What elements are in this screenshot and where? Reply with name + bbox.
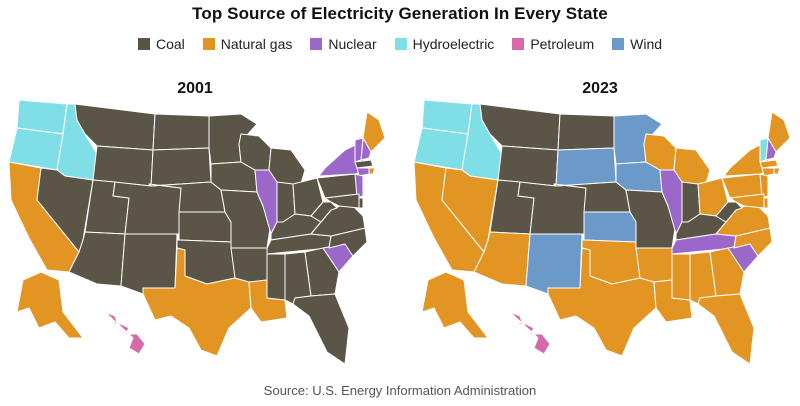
state-nm-2023: [525, 233, 583, 295]
state-ma-2001: [354, 159, 374, 169]
source-note: Source: U.S. Energy Information Administ…: [263, 383, 537, 398]
legend-item-nuclear: Nuclear: [310, 36, 377, 52]
state-fl-2023: [697, 293, 755, 365]
state-ms-2023: [671, 253, 691, 301]
state-me-2023: [767, 111, 791, 153]
state-sd-2001: [150, 147, 212, 187]
us-map-2001: [8, 99, 386, 365]
state-wy-2023: [497, 145, 559, 187]
legend-label-wind: Wind: [630, 36, 663, 52]
legend-swatch-coal: [137, 38, 150, 50]
state-ar-2001: [230, 247, 268, 283]
legend: Coal Natural gas Nuclear Hydroelectric P…: [0, 36, 800, 52]
state-md-2001: [324, 193, 360, 209]
state-hi-2001: [104, 311, 146, 355]
legend-swatch-petroleum: [512, 38, 525, 50]
state-nd-2023: [557, 113, 615, 151]
state-nd-2001: [152, 113, 210, 151]
state-ak-2001: [16, 271, 84, 339]
state-ks-2023: [583, 211, 637, 243]
map-2023: 2023: [410, 72, 800, 372]
legend-label-petroleum: Petroleum: [530, 36, 595, 52]
state-wv-2001: [310, 201, 338, 223]
state-ms-2001: [266, 253, 286, 301]
legend-label-hydroelectric: Hydroelectric: [412, 36, 495, 52]
legend-swatch-natural-gas: [202, 38, 215, 50]
state-ak-2023: [421, 271, 489, 339]
legend-swatch-hydroelectric: [394, 38, 407, 50]
state-sd-2023: [555, 147, 617, 187]
legend-item-natural-gas: Natural gas: [202, 36, 293, 52]
legend-item-wind: Wind: [612, 36, 662, 52]
legend-item-coal: Coal: [137, 36, 185, 52]
chart-title: Top Source of Electricity Generation In …: [192, 4, 608, 23]
state-wy-2001: [92, 145, 154, 187]
legend-label-natural-gas: Natural gas: [220, 36, 293, 52]
state-vt-2023: [759, 137, 769, 163]
legend-swatch-wind: [612, 38, 625, 50]
state-wv-2023: [715, 201, 743, 223]
state-ri-2001: [368, 167, 376, 175]
legend-label-nuclear: Nuclear: [328, 36, 377, 52]
legend-item-petroleum: Petroleum: [512, 36, 594, 52]
state-md-2023: [729, 193, 765, 209]
state-ks-2001: [178, 211, 232, 243]
state-tx-2001: [142, 247, 252, 357]
legend-swatch-nuclear: [310, 38, 323, 50]
state-nm-2001: [120, 233, 178, 295]
state-ct-2001: [356, 167, 370, 177]
state-me-2001: [362, 111, 386, 153]
legend-item-hydroelectric: Hydroelectric: [394, 36, 495, 52]
state-fl-2001: [292, 293, 350, 365]
state-ma-2023: [759, 159, 779, 169]
state-vt-2001: [354, 137, 364, 163]
map-2001: 2001: [5, 72, 395, 372]
state-ar-2023: [635, 247, 673, 283]
map-year-2001: 2001: [177, 80, 213, 97]
state-hi-2023: [509, 311, 551, 355]
state-nj-2001: [354, 173, 364, 199]
state-tx-2023: [547, 247, 657, 357]
state-nj-2023: [759, 173, 769, 199]
state-ct-2023: [761, 167, 775, 177]
legend-label-coal: Coal: [155, 36, 185, 52]
state-ri-2023: [773, 167, 781, 175]
map-year-2023: 2023: [582, 80, 618, 97]
us-map-2023: [413, 99, 791, 365]
